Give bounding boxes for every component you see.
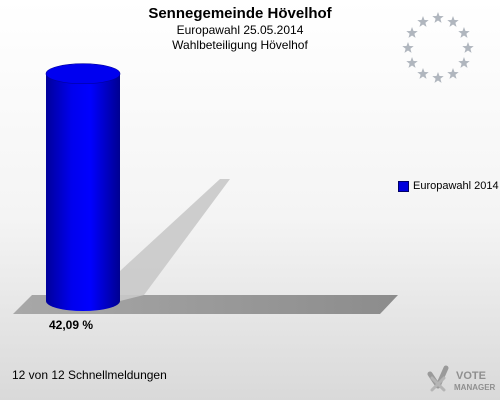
logo-text-vote: VOTE [456, 370, 486, 382]
eu-star-icon [417, 16, 429, 27]
chart-legend: Europawahl 2014 [398, 180, 499, 192]
chart-title: Sennegemeinde Hövelhof [148, 5, 332, 22]
eu-star-icon [432, 72, 444, 83]
eu-star-icon [458, 57, 470, 68]
eu-star-icon [462, 42, 474, 53]
report-status: 12 von 12 Schnellmeldungen [12, 368, 167, 382]
legend-label: Europawahl 2014 [413, 180, 499, 192]
eu-star-icon [447, 16, 459, 27]
eu-star-icon [406, 57, 418, 68]
bar-europawahl-2014 [46, 73, 120, 312]
eu-stars-logo [402, 12, 474, 83]
chart-subtitle-metric: Wahlbeteiligung Hövelhof [172, 38, 308, 52]
bar-top-cap [45, 63, 121, 85]
legend-swatch [398, 180, 409, 192]
eu-star-icon [417, 67, 429, 79]
eu-star-icon [458, 27, 470, 38]
eu-star-icon [406, 27, 418, 38]
votemanager-check-icon [427, 365, 449, 392]
eu-star-icon [432, 12, 444, 23]
votemanager-logo: VOTE MANAGER [427, 365, 496, 392]
eu-star-icon [447, 67, 459, 79]
bar-shadow [120, 179, 230, 301]
bar-value-label: 42,09 % [49, 318, 93, 332]
eu-star-icon [402, 42, 414, 53]
chart-subtitle-election: Europawahl 25.05.2014 [176, 23, 304, 37]
logo-text-manager: MANAGER [454, 383, 496, 392]
